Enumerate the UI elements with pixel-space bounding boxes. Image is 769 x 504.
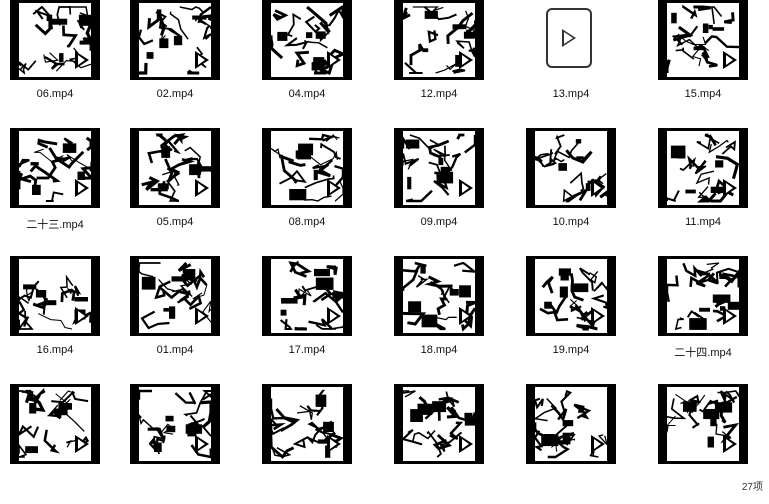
video-thumbnail-icon xyxy=(130,384,220,464)
video-thumbnail-icon xyxy=(262,0,352,80)
video-thumbnail-icon xyxy=(10,0,100,80)
file-item[interactable]: 19.mp4 xyxy=(516,256,616,376)
video-thumbnail-icon xyxy=(658,0,748,80)
file-item[interactable] xyxy=(252,384,352,504)
file-item[interactable]: 16.mp4 xyxy=(0,256,100,376)
play-icon xyxy=(75,307,89,325)
file-name: 02.mp4 xyxy=(156,88,194,100)
video-thumbnail-icon xyxy=(262,128,352,208)
video-thumbnail-icon xyxy=(10,384,100,464)
file-item[interactable] xyxy=(384,384,484,504)
video-thumbnail-icon xyxy=(130,256,220,336)
play-icon xyxy=(75,179,89,197)
file-item[interactable]: 04.mp4 xyxy=(252,0,352,120)
video-file-icon xyxy=(546,8,592,68)
file-item[interactable]: 09.mp4 xyxy=(384,128,484,248)
file-name: 二十三.mp4 xyxy=(26,219,84,231)
file-item[interactable] xyxy=(648,384,748,504)
play-icon xyxy=(591,307,605,325)
video-thumbnail-icon xyxy=(130,0,220,80)
video-thumbnail-icon xyxy=(262,256,352,336)
file-item[interactable]: 08.mp4 xyxy=(252,128,352,248)
play-icon xyxy=(195,435,209,453)
file-item[interactable] xyxy=(516,384,616,504)
file-item[interactable]: 18.mp4 xyxy=(384,256,484,376)
item-count: 27项 xyxy=(741,482,763,493)
file-item[interactable] xyxy=(120,384,220,504)
play-icon xyxy=(459,307,473,325)
file-item[interactable]: 01.mp4 xyxy=(120,256,220,376)
file-item[interactable]: 12.mp4 xyxy=(384,0,484,120)
file-item[interactable]: 02.mp4 xyxy=(120,0,220,120)
play-icon xyxy=(327,179,341,197)
play-icon xyxy=(327,51,341,69)
video-thumbnail-icon xyxy=(526,128,616,208)
file-item[interactable]: 05.mp4 xyxy=(120,128,220,248)
file-name: 08.mp4 xyxy=(288,216,326,228)
play-icon xyxy=(562,29,576,47)
file-item[interactable]: 17.mp4 xyxy=(252,256,352,376)
play-icon xyxy=(723,435,737,453)
file-name: 06.mp4 xyxy=(36,88,74,100)
video-thumbnail-icon xyxy=(658,384,748,464)
video-thumbnail-icon xyxy=(394,256,484,336)
file-item[interactable]: 二十三.mp4 xyxy=(0,128,100,248)
video-thumbnail-icon xyxy=(262,384,352,464)
file-item[interactable]: 11.mp4 xyxy=(648,128,748,248)
play-icon xyxy=(195,51,209,69)
video-thumbnail-icon xyxy=(658,128,748,208)
file-name: 12.mp4 xyxy=(420,88,458,100)
video-thumbnail-icon xyxy=(130,128,220,208)
file-name: 05.mp4 xyxy=(156,216,194,228)
play-icon xyxy=(327,435,341,453)
play-icon xyxy=(327,307,341,325)
file-item[interactable]: 13.mp4 xyxy=(516,0,616,120)
file-name: 19.mp4 xyxy=(552,344,590,356)
file-name: 17.mp4 xyxy=(288,344,326,356)
file-name: 01.mp4 xyxy=(156,344,194,356)
file-item[interactable]: 15.mp4 xyxy=(648,0,748,120)
play-icon xyxy=(459,435,473,453)
file-item[interactable] xyxy=(0,384,100,504)
play-icon xyxy=(75,51,89,69)
file-item[interactable]: 10.mp4 xyxy=(516,128,616,248)
file-name: 10.mp4 xyxy=(552,216,590,228)
play-icon xyxy=(723,51,737,69)
file-name: 二十四.mp4 xyxy=(674,347,732,359)
file-name: 04.mp4 xyxy=(288,88,326,100)
video-thumbnail-icon xyxy=(394,0,484,80)
play-icon xyxy=(591,179,605,197)
video-thumbnail-icon xyxy=(10,256,100,336)
file-name: 18.mp4 xyxy=(420,344,458,356)
file-name: 16.mp4 xyxy=(36,344,74,356)
file-name: 15.mp4 xyxy=(684,88,722,100)
play-icon xyxy=(195,179,209,197)
video-thumbnail-icon xyxy=(394,384,484,464)
file-item[interactable]: 06.mp4 xyxy=(0,0,100,120)
play-icon xyxy=(723,307,737,325)
play-icon xyxy=(459,179,473,197)
play-icon xyxy=(195,307,209,325)
file-grid: 06.mp4 02.mp4 04.mp4 12.mp4 13.mp4 15.mp4 二十三.… xyxy=(0,0,748,464)
play-icon xyxy=(591,435,605,453)
play-icon xyxy=(75,435,89,453)
play-icon xyxy=(723,179,737,197)
video-thumbnail-icon xyxy=(394,128,484,208)
video-thumbnail-icon xyxy=(658,256,748,336)
video-thumbnail-icon xyxy=(10,128,100,208)
video-thumbnail-icon xyxy=(526,256,616,336)
file-name: 09.mp4 xyxy=(420,216,458,228)
file-name: 13.mp4 xyxy=(552,88,590,100)
play-icon xyxy=(459,51,473,69)
video-thumbnail-icon xyxy=(526,384,616,464)
file-item[interactable]: 二十四.mp4 xyxy=(648,256,748,376)
file-name: 11.mp4 xyxy=(685,216,721,228)
